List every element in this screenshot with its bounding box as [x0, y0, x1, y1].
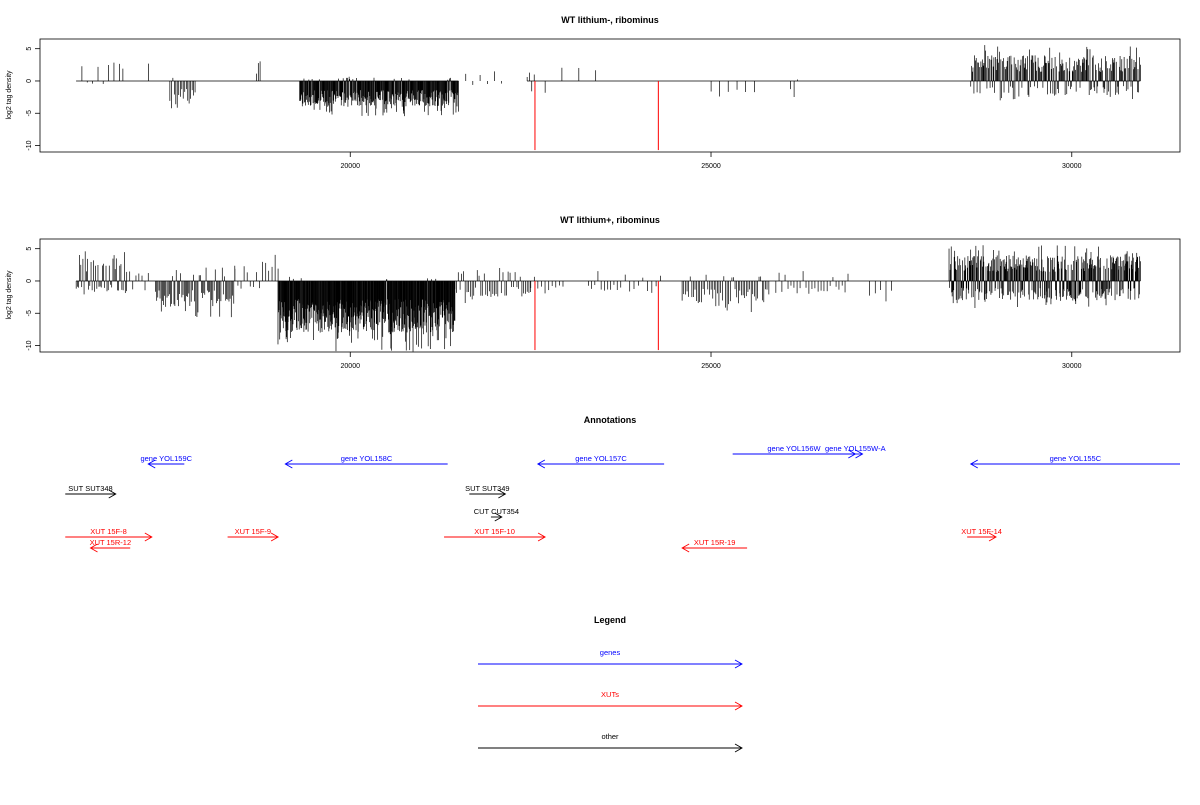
y-tick-label: -10 [26, 140, 33, 150]
legend-title: Legend [594, 615, 626, 625]
feature-arrowhead [284, 459, 293, 469]
annotations-title: Annotations [584, 415, 637, 425]
feature-arrowhead [681, 543, 690, 553]
track-panel-lithium-plus: WT lithium+, ribominus log2 tag density … [6, 215, 1181, 370]
feature-arrowhead [855, 449, 864, 459]
feature-label: XUT 15R-19 [694, 538, 736, 547]
feature-arrow: XUT 15F-14 [961, 527, 1002, 542]
x-tick-label: 30000 [1062, 163, 1082, 170]
feature-label: XUT 15F-8 [90, 527, 127, 536]
feature-arrow: CUT CUT354 [474, 507, 519, 522]
x-tick-label: 30000 [1062, 363, 1082, 370]
feature-label: XUT 15F-14 [961, 527, 1002, 536]
panel-title: WT lithium-, ribominus [561, 15, 659, 25]
feature-arrowhead [494, 512, 503, 522]
legend-item: XUTs [478, 690, 743, 711]
feature-arrow: XUT 15F-9 [227, 527, 280, 542]
y-tick-label: -10 [26, 340, 33, 350]
highlight-marks [534, 280, 659, 351]
feature-arrow: XUT 15F-10 [444, 527, 546, 542]
feature-arrowhead [536, 459, 546, 469]
feature-arrow: gene YOL158C [284, 454, 448, 469]
feature-arrowhead [144, 532, 153, 542]
x-tick-label: 20000 [341, 363, 361, 370]
legend-arrowhead [734, 743, 743, 753]
feature-label: SUT SUT348 [68, 484, 112, 493]
y-axis-label: log2 tag density [6, 270, 13, 320]
x-tick-label: 25000 [701, 163, 721, 170]
feature-label: CUT CUT354 [474, 507, 519, 516]
feature-arrows: gene YOL159C gene YOL158C gene YOL157C gene… [65, 444, 1180, 553]
feature-arrow: SUT SUT349 [465, 484, 510, 499]
y-tick-label: 5 [26, 247, 33, 251]
y-tick-label: 5 [26, 47, 33, 51]
feature-label: gene YOL156W [767, 444, 821, 453]
feature-arrowhead [537, 532, 546, 542]
feature-arrowhead [147, 459, 156, 469]
feature-arrow: gene YOL155W-A [825, 444, 886, 459]
feature-label: gene YOL158C [341, 454, 393, 463]
plot-frame [39, 238, 1181, 353]
annotations-track: Annotations gene YOL159C gene YOL158C gene… [65, 415, 1180, 553]
legend-item: other [478, 732, 743, 753]
density-bars [75, 245, 1141, 352]
feature-arrowhead [498, 489, 507, 499]
feature-label: XUT 15R-12 [90, 538, 132, 547]
feature-label: XUT 15F-9 [235, 527, 272, 536]
feature-arrow: gene YOL159C [140, 454, 193, 469]
y-tick-label: -5 [26, 310, 33, 316]
panel-title: WT lithium+, ribominus [560, 215, 660, 225]
feature-arrow: gene YOL155C [969, 454, 1180, 469]
axis-ticks: 20000 25000 30000 5 0 -5 -10 [26, 247, 1082, 370]
legend-item: genes [478, 648, 743, 669]
feature-label: gene YOL155W-A [825, 444, 886, 453]
feature-arrowhead [89, 543, 98, 553]
feature-arrow: gene YOL157C [536, 454, 665, 469]
y-tick-label: 0 [26, 279, 33, 283]
legend-label: XUTs [601, 690, 619, 699]
highlight-marks [534, 80, 659, 151]
plot-frame [39, 38, 1181, 153]
feature-arrow: XUT 15F-8 [65, 527, 153, 542]
x-tick-label: 20000 [341, 163, 361, 170]
feature-label: XUT 15F-10 [474, 527, 515, 536]
legend-arrowhead [734, 659, 743, 669]
feature-arrowhead [108, 489, 117, 499]
y-tick-label: 0 [26, 79, 33, 83]
y-tick-label: -5 [26, 110, 33, 116]
feature-label: gene YOL157C [575, 454, 627, 463]
feature-arrowhead [969, 459, 978, 469]
feature-arrowhead [988, 532, 997, 542]
feature-arrow: SUT SUT348 [65, 484, 117, 499]
feature-label: gene YOL159C [140, 454, 192, 463]
feature-label: SUT SUT349 [465, 484, 509, 493]
legend-items: genes XUTs other [478, 648, 743, 753]
legend-arrowhead [734, 701, 743, 711]
feature-arrowhead [270, 532, 280, 542]
legend-label: other [601, 732, 619, 741]
axis-ticks: 20000 25000 30000 5 0 -5 -10 [26, 47, 1082, 170]
y-axis-label: log2 tag density [6, 70, 13, 120]
density-bars [76, 45, 1141, 117]
feature-arrow: XUT 15R-12 [89, 538, 132, 553]
legend-label: genes [600, 648, 621, 657]
feature-label: gene YOL155C [1050, 454, 1102, 463]
x-tick-label: 25000 [701, 363, 721, 370]
track-panel-lithium-minus: WT lithium-, ribominus log2 tag density … [6, 15, 1181, 170]
legend: Legend genes XUTs other [478, 615, 743, 753]
feature-arrow: XUT 15R-19 [681, 538, 748, 553]
